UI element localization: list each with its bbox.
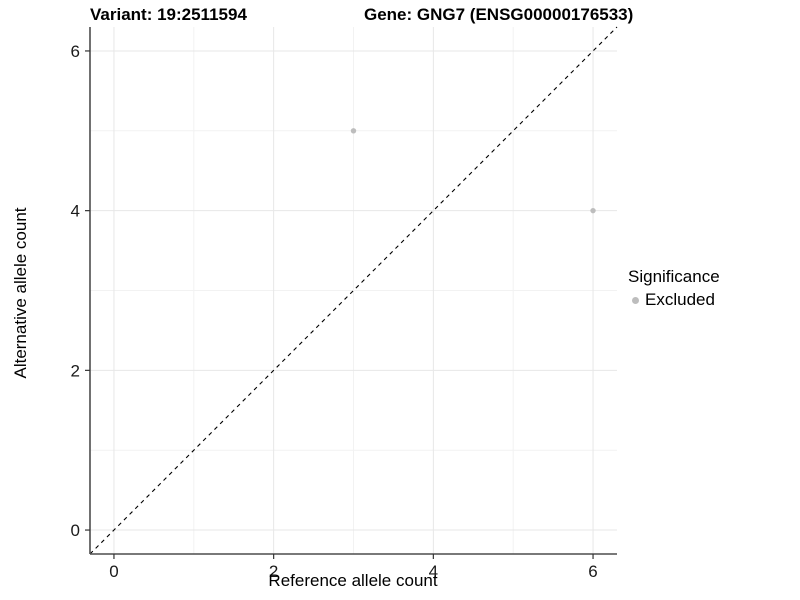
x-tick-label: 4: [429, 562, 438, 581]
plot-title-variant: Variant: 19:2511594: [90, 5, 247, 24]
legend-item-label: Excluded: [645, 290, 715, 309]
legend: Significance Excluded: [628, 267, 720, 310]
y-axis-label: Alternative allele count: [11, 207, 30, 379]
x-tick-label: 6: [588, 562, 597, 581]
y-tick-label: 0: [71, 521, 80, 540]
y-tick-label: 4: [71, 202, 80, 221]
legend-point-icon: [632, 296, 639, 304]
data-point: [350, 128, 357, 134]
y-tick-label: 6: [71, 42, 80, 61]
plot-title-gene: Gene: GNG7 (ENSG00000176533): [364, 5, 634, 24]
x-tick-label: 2: [269, 562, 278, 581]
legend-item-excluded: Excluded: [628, 290, 720, 310]
data-point: [590, 207, 596, 214]
x-axis-label: Reference allele count: [268, 571, 438, 590]
legend-title: Significance: [628, 267, 720, 286]
x-tick-label: 0: [109, 562, 118, 581]
y-tick-label: 2: [71, 361, 80, 380]
